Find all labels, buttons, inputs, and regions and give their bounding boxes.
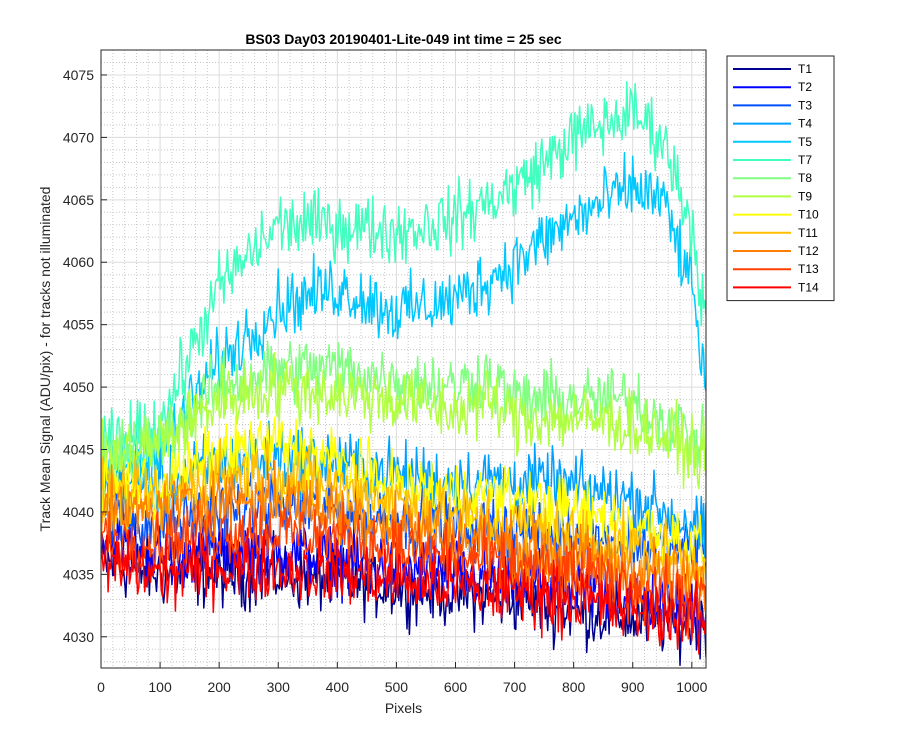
series-line-T11 [101, 437, 706, 597]
legend-entry-label: T4 [798, 117, 812, 131]
axes-box [100, 49, 707, 669]
series-line-T9 [101, 351, 706, 491]
x-tick-label: 400 [326, 679, 350, 695]
series-line-T14 [101, 527, 706, 655]
legend-entry-label: T9 [798, 189, 812, 203]
legend-entry-label: T11 [798, 226, 818, 240]
legend-entry-label: T1 [798, 62, 812, 76]
y-axis-label: Track Mean Signal (ADU/pix) - for tracks… [37, 187, 53, 532]
legend-entry-label: T8 [798, 171, 812, 185]
series-line-T12 [101, 460, 706, 614]
legend-entry-label: T12 [798, 244, 819, 258]
x-tick-label: 600 [444, 679, 468, 695]
series-line-T8 [101, 340, 706, 477]
x-tick-label: 100 [148, 679, 172, 695]
x-tick-label: 200 [207, 679, 231, 695]
x-tick-label: 800 [562, 679, 586, 695]
x-tick-label: 300 [267, 679, 291, 695]
y-tick-label: 4060 [63, 254, 94, 270]
legend-entry-label: T13 [798, 262, 819, 276]
legend-entry-label: T5 [798, 135, 812, 149]
y-tick-label: 4075 [63, 67, 94, 83]
x-tick-label: 500 [385, 679, 409, 695]
series-line-T10 [101, 415, 706, 568]
x-axis: 0 100 200 300 400 500 600 700 800 900 1000 [97, 662, 708, 695]
y-tick-label: 4065 [63, 192, 94, 208]
y-axis: 4030 4035 4040 4045 4050 4055 4060 4065 4070 4075 [63, 67, 107, 645]
y-tick-label: 4030 [63, 629, 94, 645]
y-tick-label: 4055 [63, 317, 94, 333]
y-tick-label: 4045 [63, 442, 94, 458]
plot-area: 0 100 200 300 400 500 600 700 800 900 1000 4030403… [63, 49, 708, 695]
y-tick-label: 4040 [63, 504, 94, 520]
legend-entry-label: T2 [798, 80, 812, 94]
legend-entry-label: T7 [798, 153, 812, 167]
legend-entry-label: T14 [798, 280, 819, 294]
series-line-T4 [101, 420, 706, 557]
x-tick-label: 1000 [676, 679, 707, 695]
y-tick-label: 4035 [63, 566, 94, 582]
chart-title: BS03 Day03 20190401-Lite-049 int time = … [245, 31, 562, 47]
x-tick-label: 900 [621, 679, 645, 695]
series-line-T7 [101, 80, 706, 475]
y-tick-label: 4050 [63, 379, 94, 395]
y-tick-label: 4070 [63, 129, 94, 145]
legend: T1 T2 T3 T4 T5 T7 T8 T9 T10 T11 T12 T13 T14 [726, 55, 835, 302]
x-tick-label: 700 [503, 679, 527, 695]
x-tick-label: 0 [97, 679, 105, 695]
series-layer [101, 80, 706, 667]
legend-entry-label: T10 [798, 208, 819, 222]
x-axis-label: Pixels [385, 700, 422, 716]
legend-entry-label: T3 [798, 98, 812, 112]
